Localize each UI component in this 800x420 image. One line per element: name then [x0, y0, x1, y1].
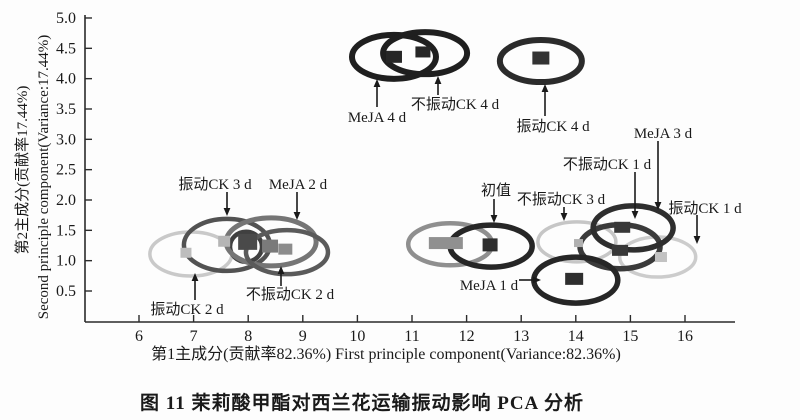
label-meja-3d: MeJA 3 d	[634, 126, 693, 142]
marker-vib-ck-4d	[532, 51, 550, 65]
x-tick-label: 9	[299, 328, 307, 345]
x-tick-label: 16	[677, 328, 693, 345]
y-tick-label: 1.0	[56, 253, 76, 270]
label-meja-2d: MeJA 2 d	[269, 177, 328, 193]
x-tick-label: 14	[568, 328, 584, 345]
y-tick-label: 0.5	[56, 283, 76, 300]
y-tick-label: 2.5	[56, 162, 76, 179]
label-vib-ck-2d-arrow-head	[191, 273, 199, 281]
label-meja-4d: MeJA 4 d	[348, 110, 407, 126]
label-meja-2d-arrow-head	[293, 212, 301, 220]
marker-vib-ck-2d	[180, 247, 192, 258]
marker-novib-ck-2d	[278, 243, 293, 255]
marker-cluster-dark	[238, 233, 258, 250]
label-novib-ck-1d-arrow-head	[631, 211, 639, 219]
ellipse-meja-4d	[348, 31, 439, 82]
label-vib-ck-4d-arrow-head	[541, 84, 549, 92]
label-vib-ck-1d-arrow-head	[693, 236, 701, 244]
x-tick-label: 8	[244, 328, 252, 345]
x-tick-label: 6	[135, 328, 143, 345]
marker-meja-4d	[385, 50, 402, 63]
marker-gray-bar	[428, 237, 463, 250]
label-vib-ck-2d: 振动CK 2 d	[150, 301, 224, 318]
figure-caption: 图 11 茉莉酸甲酯对西兰花运输振动影响 PCA 分析	[140, 391, 584, 414]
y-tick-label: 4.5	[56, 40, 76, 57]
marker-meja-1d	[565, 272, 584, 285]
label-vib-ck-1d: 振动CK 1 d	[668, 200, 742, 217]
label-novib-ck-3d: 不振动CK 3 d	[517, 191, 606, 208]
label-vib-ck-3d: 振动CK 3 d	[178, 176, 252, 193]
marker-novib-ck-4d	[415, 46, 431, 58]
label-vib-ck-4d: 振动CK 4 d	[516, 118, 590, 135]
label-meja-1d-arrow-head	[533, 276, 541, 284]
x-tick-label: 12	[459, 328, 475, 345]
ellipse-vib-ck-4d	[496, 37, 585, 86]
x-tick-label: 10	[349, 328, 365, 345]
marker-init-value	[482, 238, 498, 252]
axes-layer: 6 7 8 9 10 11 12 13 14 15 16 0.5 1.0 1.5 2.0 2.5 3.0 3.5 4…	[56, 10, 735, 345]
label-novib-ck-3d-arrow-head	[560, 213, 568, 221]
y-tick-label: 1.5	[56, 222, 76, 239]
y-tick-label: 5.0	[56, 10, 76, 27]
label-meja-4d-arrow-head	[373, 79, 381, 87]
label-vib-ck-3d-arrow-head	[223, 208, 231, 216]
marker-layer	[180, 46, 667, 285]
label-novib-ck-1d: 不振动CK 1 d	[563, 156, 652, 173]
x-tick-label: 7	[190, 328, 198, 345]
marker-meja-3d	[614, 221, 631, 233]
ellipse-novib-ck-2d	[243, 227, 331, 277]
y-tick-label: 2.0	[56, 192, 76, 209]
label-meja-1d: MeJA 1 d	[460, 278, 519, 294]
label-novib-ck-2d: 不振动CK 2 d	[246, 286, 335, 303]
x-axis-label: 第1主成分(贡献率82.36%) First principle compone…	[151, 345, 621, 363]
marker-novib-ck-3d	[574, 239, 584, 248]
label-novib-ck-2d-arrow-head	[277, 266, 285, 274]
label-meja-3d-arrow-head	[654, 202, 662, 210]
y-axis-label-en: Second principle component(Variance:17.4…	[36, 35, 52, 320]
marker-novib-ck-1d	[612, 244, 629, 256]
y-tick-label: 3.0	[56, 131, 76, 148]
label-novib-ck-4d: 不振动CK 4 d	[411, 96, 500, 113]
x-tick-label: 11	[404, 328, 419, 345]
ellipse-novib-ck-4d	[380, 29, 471, 78]
marker-vib-ck-1d	[654, 252, 667, 263]
label-init-value-arrow-head	[490, 215, 498, 223]
label-novib-ck-4d-arrow-head	[434, 76, 442, 84]
x-tick-label: 15	[622, 328, 638, 345]
ellipse-novib-ck-3d	[536, 220, 618, 264]
marker-meja-2d	[262, 239, 279, 253]
y-tick-label: 3.5	[56, 101, 76, 118]
label-init-value: 初值	[481, 182, 511, 199]
y-tick-label: 4.0	[56, 71, 76, 88]
y-axis-label-zh: 第2主成分(贡献率17.44%)	[13, 86, 31, 255]
x-tick-label: 13	[513, 328, 529, 345]
ellipse-meja-3d	[590, 203, 676, 253]
marker-vib-ck-3d	[218, 235, 231, 247]
